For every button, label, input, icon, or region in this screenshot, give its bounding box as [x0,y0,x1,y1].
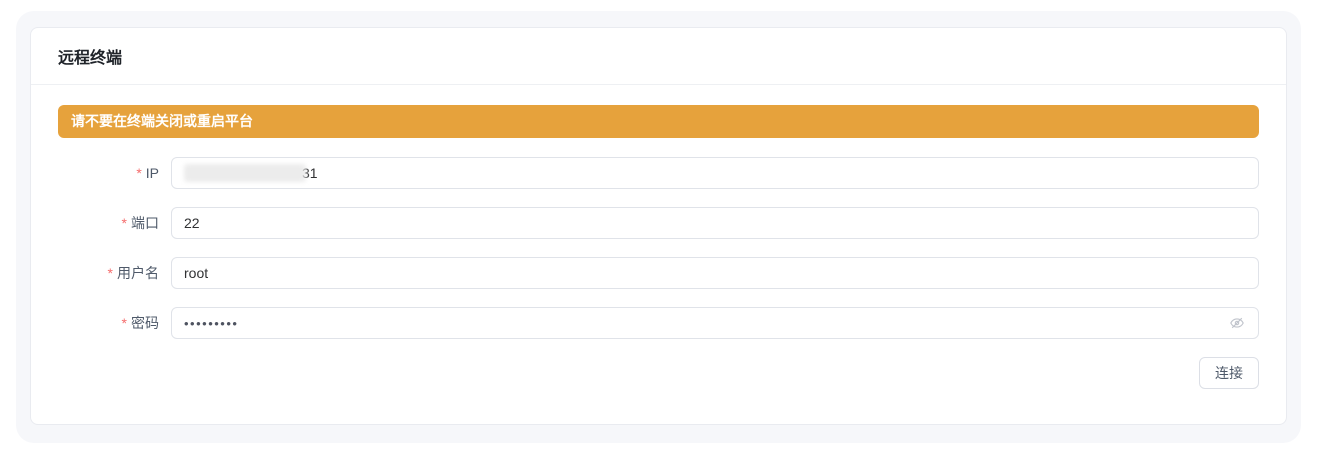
username-label: * 用户名 [58,263,159,283]
form-row-port: * 端口 [58,207,1259,239]
port-label: * 端口 [58,213,159,233]
form-footer: 连接 [58,357,1259,389]
warning-banner: 请不要在终端关闭或重启平台 [58,105,1259,138]
required-asterisk: * [136,165,142,181]
page-background: 远程终端 请不要在终端关闭或重启平台 * IP 31 [16,11,1301,443]
card-body: 请不要在终端关闭或重启平台 * IP 31 * 端口 [31,85,1286,389]
port-input[interactable] [184,208,1246,238]
port-label-text: 端口 [131,215,159,231]
username-input-box [171,257,1259,289]
required-asterisk: * [121,315,127,331]
password-label-text: 密码 [131,315,159,331]
password-label: * 密码 [58,313,159,333]
username-input[interactable] [184,258,1246,288]
connect-button[interactable]: 连接 [1199,357,1259,389]
card-header: 远程终端 [31,28,1286,85]
connection-form: *IP 31 *端口 * [58,157,1259,339]
required-asterisk: * [121,215,127,231]
form-row-username: * 用户名 [58,257,1259,289]
ip-label: * IP [58,165,159,181]
required-asterisk: * [107,265,113,281]
remote-terminal-card: 远程终端 请不要在终端关闭或重启平台 * IP 31 [30,27,1287,425]
eye-off-icon[interactable] [1228,314,1246,332]
redacted-ip-value [184,164,306,182]
port-input-box [171,207,1259,239]
ip-input[interactable]: 31 [171,157,1259,189]
form-row-ip: * IP 31 [58,157,1259,189]
form-row-password: * 密码 [58,307,1259,339]
password-input[interactable] [184,308,1228,338]
password-input-box [171,307,1259,339]
warning-banner-text: 请不要在终端关闭或重启平台 [71,113,253,129]
username-label-text: 用户名 [117,265,159,281]
page-title: 远程终端 [58,50,123,67]
ip-label-text: IP [145,165,159,181]
